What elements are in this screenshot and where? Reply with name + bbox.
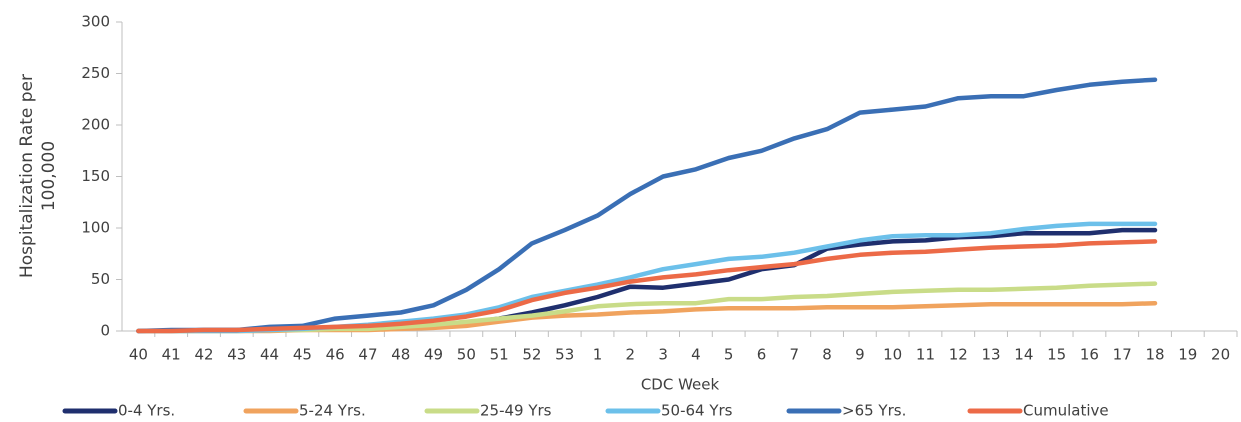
x-tick-label: 13 bbox=[981, 346, 1000, 364]
x-axis-title: CDC Week bbox=[641, 376, 720, 394]
y-axis-title: Hospitalization Rate per 100,000 bbox=[17, 73, 59, 279]
x-tick-label: 47 bbox=[358, 346, 377, 364]
series-line bbox=[136, 239, 1158, 334]
x-tick-label: 3 bbox=[658, 346, 668, 364]
x-tick-label: 52 bbox=[522, 346, 541, 364]
series-line bbox=[136, 281, 1158, 334]
x-tick-label: 49 bbox=[424, 346, 443, 364]
x-tick-label: 4 bbox=[691, 346, 701, 364]
x-tick-label: 17 bbox=[1113, 346, 1132, 364]
x-tick-label: 41 bbox=[162, 346, 181, 364]
x-tick-label: 20 bbox=[1211, 346, 1230, 364]
x-tick-label: 14 bbox=[1014, 346, 1033, 364]
x-tick-label: 16 bbox=[1080, 346, 1099, 364]
x-tick-label: 12 bbox=[949, 346, 968, 364]
y-tick-label: 200 bbox=[81, 116, 110, 134]
x-tick-label: 44 bbox=[260, 346, 279, 364]
legend-label: 25-49 Yrs bbox=[480, 402, 552, 420]
x-tick-label: 48 bbox=[391, 346, 410, 364]
legend-label: 0-4 Yrs. bbox=[118, 402, 175, 420]
x-tick-label: 11 bbox=[916, 346, 935, 364]
y-tick-label: 50 bbox=[91, 270, 110, 288]
legend-label: 5-24 Yrs. bbox=[299, 402, 366, 420]
legend-label: Cumulative bbox=[1023, 402, 1109, 420]
x-tick-label: 7 bbox=[790, 346, 800, 364]
x-tick-label: 9 bbox=[855, 346, 865, 364]
x-tick-label: 45 bbox=[293, 346, 312, 364]
y-tick-label: 300 bbox=[81, 13, 110, 31]
legend-label: 50-64 Yrs bbox=[661, 402, 733, 420]
x-tick-label: 50 bbox=[457, 346, 476, 364]
x-tick-label: 15 bbox=[1047, 346, 1066, 364]
x-tick-label: 18 bbox=[1145, 346, 1164, 364]
x-tick-label: 42 bbox=[194, 346, 213, 364]
x-tick-label: 40 bbox=[129, 346, 148, 364]
y-tick-label: 150 bbox=[81, 167, 110, 185]
x-tick-label: 19 bbox=[1178, 346, 1197, 364]
x-tick-label: 10 bbox=[883, 346, 902, 364]
x-tick-label: 5 bbox=[724, 346, 734, 364]
y-tick-label: 0 bbox=[100, 322, 110, 340]
x-tick-label: 46 bbox=[326, 346, 345, 364]
x-tick-label: 43 bbox=[227, 346, 246, 364]
y-tick-label: 250 bbox=[81, 64, 110, 82]
legend-label: >65 Yrs. bbox=[842, 402, 906, 420]
x-tick-label: 8 bbox=[822, 346, 832, 364]
x-tick-label: 1 bbox=[593, 346, 603, 364]
series-line bbox=[136, 77, 1158, 334]
x-tick-label: 6 bbox=[757, 346, 767, 364]
x-tick-label: 53 bbox=[555, 346, 574, 364]
x-tick-label: 51 bbox=[490, 346, 509, 364]
x-tick-label: 2 bbox=[626, 346, 636, 364]
y-tick-label: 100 bbox=[81, 219, 110, 237]
